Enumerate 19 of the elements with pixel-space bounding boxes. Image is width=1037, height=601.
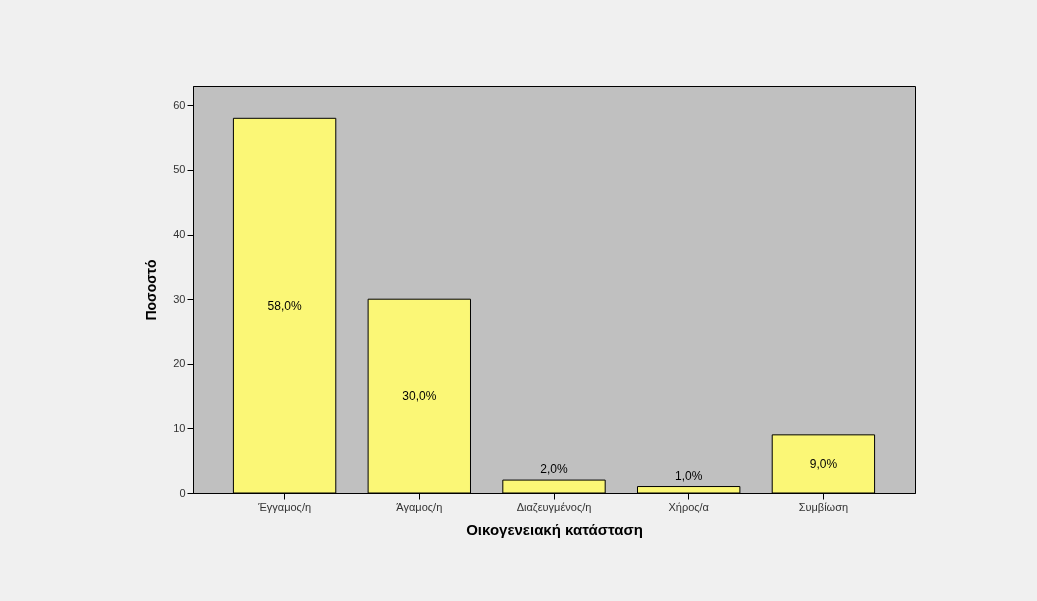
x-tick-label: Έγγαμος/η [257,500,312,513]
data-label: 58,0% [267,298,302,313]
y-tick-label: 40 [173,228,186,241]
y-tick-label: 20 [173,357,186,370]
y-tick-label: 10 [173,421,186,434]
y-axis-title: Ποσοστό [143,259,160,321]
x-tick-label: Χήρος/α [668,500,710,513]
data-label: 9,0% [809,456,838,471]
data-label: 1,0% [675,468,703,483]
x-axis-title: Οικογενειακή κατάσταση [466,520,643,538]
y-tick-label: 60 [173,98,186,111]
data-label: 2,0% [540,462,568,477]
data-label: 30,0% [402,389,437,404]
x-tick-label: Άγαμος/η [396,500,443,513]
y-tick-label: 30 [173,292,186,305]
x-tick-label: Συμβίωση [798,500,849,513]
y-tick-label: 50 [173,163,186,176]
y-tick-label: 0 [179,486,186,499]
x-tick-label: Διαζευγμένος/η [516,500,592,513]
